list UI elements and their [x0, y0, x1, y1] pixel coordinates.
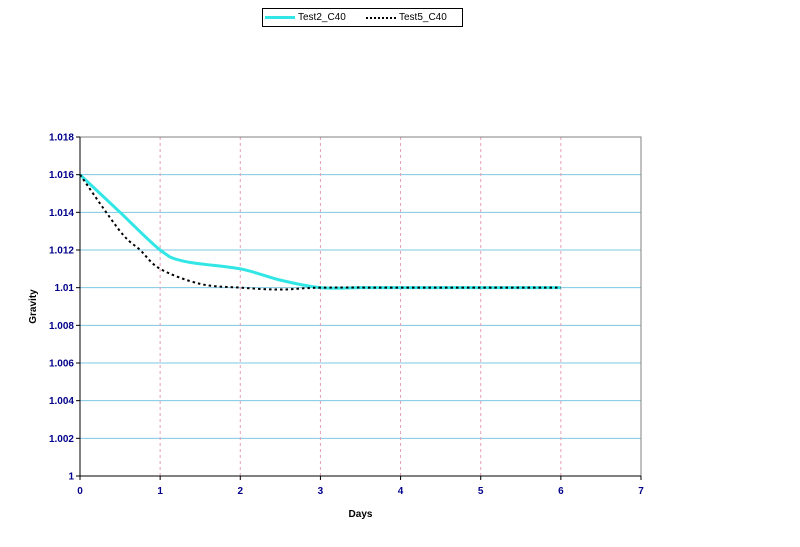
y-tick-label: 1.004 — [49, 396, 74, 407]
legend-swatch-test2 — [265, 16, 295, 19]
y-tick-label: 1 — [68, 472, 74, 483]
plot-area — [79, 136, 642, 477]
x-axis-title: Days — [349, 509, 373, 520]
x-tick-label: 2 — [238, 486, 244, 497]
y-tick-label: 1.014 — [49, 208, 74, 219]
y-tick-label: 1.002 — [49, 434, 74, 445]
legend-item-test5: Test5_C40 — [366, 9, 447, 26]
y-tick-label: 1.01 — [55, 283, 75, 294]
x-tick-label: 6 — [558, 486, 564, 497]
legend-item-test2: Test2_C40 — [265, 9, 346, 26]
grid — [80, 136, 642, 476]
legend-swatch-test5 — [366, 16, 396, 19]
x-tick-label: 5 — [478, 486, 484, 497]
x-tick-label: 1 — [157, 486, 163, 497]
legend: Test2_C40 Test5_C40 — [262, 8, 463, 27]
series-lines — [78, 173, 561, 291]
y-tick-label: 1.012 — [49, 246, 74, 257]
series-line-test2-c40 — [78, 173, 561, 290]
y-tick-label: 1.016 — [49, 170, 74, 181]
tick-labels: 1 1.002 1.004 1.006 1.008 1.01 1.012 1.014 1.016… — [49, 133, 644, 498]
x-tick-label: 0 — [77, 486, 83, 497]
x-tick-label: 7 — [638, 486, 644, 497]
legend-label-test5: Test5_C40 — [399, 12, 447, 23]
y-tick-label: 1.018 — [49, 133, 74, 144]
axes — [76, 136, 642, 480]
y-tick-label: 1.008 — [49, 321, 74, 332]
x-tick-label: 3 — [318, 486, 324, 497]
y-axis-title: Gravity — [28, 289, 39, 324]
legend-label-test2: Test2_C40 — [298, 12, 346, 23]
series-line-test5-c40 — [79, 174, 561, 291]
y-tick-label: 1.006 — [49, 359, 74, 370]
x-tick-label: 4 — [398, 486, 404, 497]
